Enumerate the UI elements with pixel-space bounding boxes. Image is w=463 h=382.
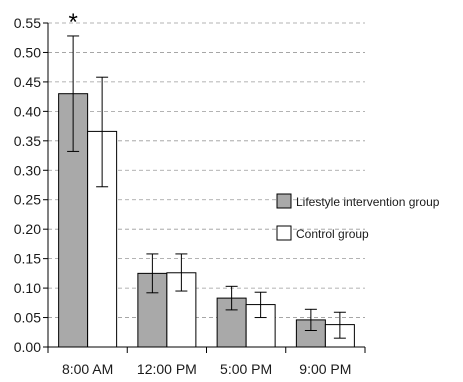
legend-label: Control group [296,227,369,241]
x-axis: 8:00 AM 12:00 PM 5:00 PM 9:00 PM [47,346,366,377]
y-tick-label: 0.10 [14,280,41,296]
error-bars [67,35,346,339]
y-tick-label: 0.50 [14,44,41,60]
x-tick-label: 12:00 PM [137,361,197,377]
y-tick-label: 0.55 [14,15,41,31]
y-tick-label: 0.30 [14,162,41,178]
significance-asterisk: * [68,9,77,36]
legend-label: Lifestyle intervention group [296,195,440,209]
y-tick-label: 0.05 [14,310,41,326]
y-tick-label: 0.00 [14,339,41,355]
y-tick-label: 0.20 [14,221,41,237]
y-axis: 0.00 0.05 0.10 0.15 0.20 0.25 0.30 0.35 0.40 0.45… [14,15,49,355]
legend-swatch-control [276,225,292,241]
x-tick-label: 5:00 PM [220,361,272,377]
y-tick-label: 0.45 [14,74,41,90]
y-tick-label: 0.35 [14,133,41,149]
legend: Lifestyle intervention group Control grou… [276,193,440,241]
x-tick-label: 8:00 AM [62,361,113,377]
x-tick-label: 9:00 PM [299,361,351,377]
y-tick-label: 0.40 [14,103,41,119]
legend-swatch-lifestyle-intervention [276,193,292,209]
y-tick-label: 0.25 [14,192,41,208]
annotations: * [68,9,77,36]
y-tick-label: 0.15 [14,251,41,267]
